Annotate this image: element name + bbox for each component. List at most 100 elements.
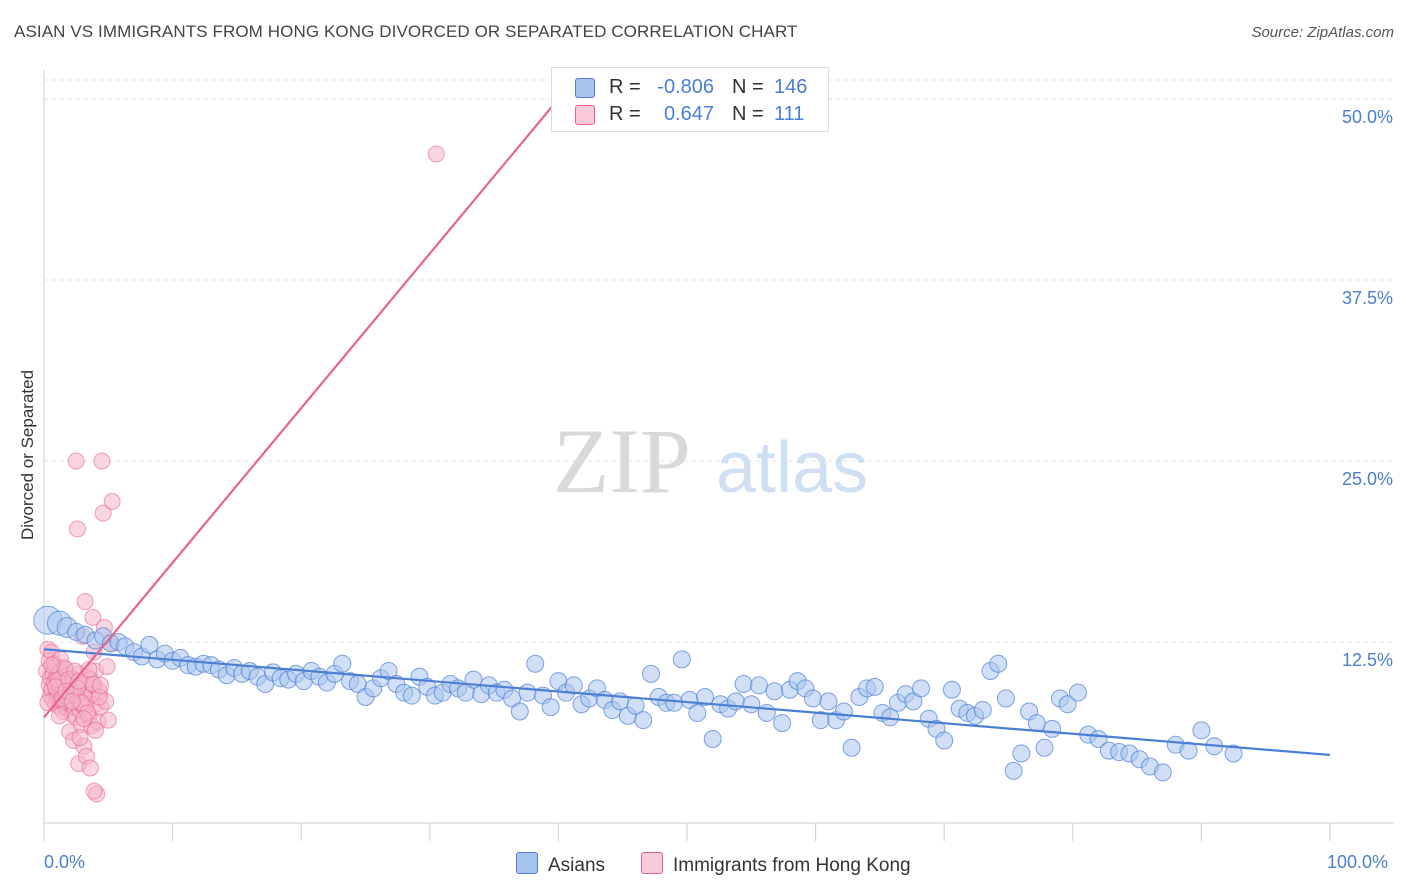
hk-point bbox=[68, 520, 86, 538]
hk-point bbox=[50, 707, 68, 725]
asian-point bbox=[402, 686, 421, 705]
y-tick-label-3: 50.0% bbox=[1342, 107, 1393, 127]
hk-point bbox=[39, 694, 57, 712]
asian-point bbox=[819, 692, 838, 711]
asians-legend-label: Asians bbox=[548, 855, 606, 876]
hk-point bbox=[98, 658, 116, 676]
r-value: 0.647 bbox=[663, 103, 714, 125]
asian-point bbox=[518, 683, 537, 702]
y-tick-label-1: 25.0% bbox=[1342, 469, 1393, 489]
hk-point bbox=[71, 729, 89, 747]
hk-point bbox=[43, 656, 61, 674]
hk-point bbox=[67, 452, 85, 470]
asian-point bbox=[1179, 741, 1198, 760]
asian-point bbox=[672, 650, 691, 669]
asian-point bbox=[742, 695, 761, 714]
r-label: R = bbox=[609, 103, 641, 125]
y-tick-label-2: 37.5% bbox=[1342, 288, 1393, 308]
chart-title: ASIAN VS IMMIGRANTS FROM HONG KONG DIVOR… bbox=[14, 22, 798, 41]
hk-point bbox=[63, 692, 81, 710]
asian-point bbox=[1068, 683, 1087, 702]
asian-point bbox=[526, 654, 545, 673]
n-value: 146 bbox=[774, 76, 808, 98]
watermark: ZIP atlas bbox=[553, 410, 868, 512]
hk-point bbox=[93, 452, 111, 470]
y-tick-label-0: 12.5% bbox=[1342, 650, 1393, 670]
hk-point bbox=[427, 145, 445, 163]
asian-point bbox=[564, 676, 583, 695]
asian-point bbox=[696, 688, 715, 707]
r-label: R = bbox=[609, 76, 641, 98]
watermark-zip: ZIP bbox=[553, 410, 691, 512]
legend-item-hk[interactable]: Immigrants from Hong Kong bbox=[641, 852, 911, 877]
n-label: N = bbox=[732, 103, 764, 125]
asian-point bbox=[641, 664, 660, 683]
trend-lines bbox=[43, 98, 1331, 757]
hk-legend-label: Immigrants from Hong Kong bbox=[673, 855, 911, 876]
gridlines bbox=[44, 79, 1395, 643]
asian-point bbox=[1043, 719, 1062, 738]
watermark-atlas: atlas bbox=[716, 428, 868, 508]
asian-points bbox=[33, 605, 1243, 782]
stats-legend: R = -0.806 N = 146 R = 0.647 N = 111 bbox=[551, 67, 829, 132]
asian-point bbox=[989, 654, 1008, 673]
n-label: N = bbox=[732, 76, 764, 98]
asian-point bbox=[942, 680, 961, 699]
hk-point bbox=[70, 672, 88, 690]
asian-point bbox=[333, 654, 352, 673]
hk-point bbox=[84, 608, 102, 626]
legend-row-asians: R = -0.806 N = 146 bbox=[552, 74, 828, 100]
source-label: Source: ZipAtlas.com bbox=[1251, 24, 1394, 41]
asian-point bbox=[1153, 763, 1172, 782]
hk-points bbox=[38, 145, 445, 803]
hk-point bbox=[75, 710, 93, 728]
asian-point bbox=[1027, 714, 1046, 733]
legend-item-asians[interactable]: Asians bbox=[516, 852, 605, 877]
asian-point bbox=[665, 693, 684, 712]
r-value: -0.806 bbox=[657, 76, 714, 98]
hk-swatch bbox=[575, 105, 595, 125]
asian-point bbox=[765, 682, 784, 701]
asian-point bbox=[750, 676, 769, 695]
asian-point bbox=[996, 689, 1015, 708]
asian-point bbox=[935, 731, 954, 750]
hk-point bbox=[94, 504, 112, 522]
hk-trend-line bbox=[43, 98, 560, 718]
asian-point bbox=[1004, 761, 1023, 780]
asian-trend-line bbox=[43, 648, 1331, 757]
asian-point bbox=[1035, 738, 1054, 757]
x-tick-max: 100.0% bbox=[1327, 852, 1389, 872]
asian-point bbox=[773, 714, 792, 733]
asian-point bbox=[1192, 721, 1211, 740]
n-value: 111 bbox=[774, 103, 805, 125]
asian-point bbox=[541, 698, 560, 717]
asian-point bbox=[688, 703, 707, 722]
asian-point bbox=[1012, 744, 1031, 763]
asian-point bbox=[834, 702, 853, 721]
asian-point bbox=[804, 689, 823, 708]
hk-point bbox=[85, 782, 103, 800]
tick-labels: 12.5% 25.0% 37.5% 50.0% bbox=[1342, 107, 1393, 670]
legend-row-hk: R = 0.647 N = 111 bbox=[552, 101, 828, 127]
asian-point bbox=[703, 730, 722, 749]
asian-point bbox=[912, 679, 931, 698]
asian-point bbox=[734, 674, 753, 693]
hk-point bbox=[76, 592, 94, 610]
asians-legend-swatch bbox=[516, 852, 538, 874]
hk-point bbox=[99, 711, 117, 729]
asian-point bbox=[634, 711, 653, 730]
asian-point bbox=[865, 677, 884, 696]
hk-point bbox=[86, 721, 104, 739]
asian-point bbox=[510, 702, 529, 721]
asian-point bbox=[973, 701, 992, 720]
asian-point bbox=[1224, 744, 1243, 763]
asian-point bbox=[842, 738, 861, 757]
asian-point bbox=[140, 635, 159, 654]
hk-point bbox=[92, 676, 110, 694]
hk-point bbox=[103, 493, 121, 511]
y-axis-label: Divorced or Separated bbox=[18, 369, 37, 541]
hk-legend-swatch bbox=[641, 852, 663, 874]
asian-point bbox=[757, 703, 776, 722]
hk-point bbox=[81, 759, 99, 777]
